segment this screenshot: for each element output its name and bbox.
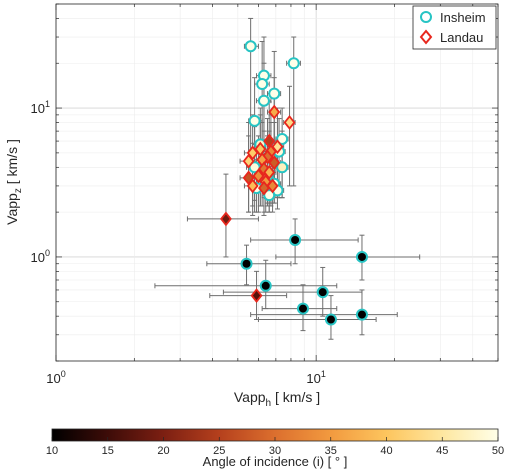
colorbar-label: Angle of incidence (i) [ ° ]: [203, 454, 348, 469]
data-points: [219, 40, 368, 326]
plot-frame: [55, 3, 499, 362]
landau-point: [266, 178, 279, 194]
landau-point: [258, 180, 270, 196]
x-axis-label-unit: [ km/s ]: [271, 389, 320, 405]
legend-insheim-label: Insheim: [440, 10, 486, 25]
x-tick-label: 100: [46, 369, 65, 386]
colorbar-tick-label: 10: [46, 445, 58, 457]
landau-point: [263, 164, 276, 180]
insheim-point: [257, 94, 270, 107]
colorbar-tick-label: 35: [325, 445, 337, 457]
legend-landau-marker: [419, 29, 433, 45]
y-axis-label-unit: [ km/s ]: [4, 139, 20, 188]
colorbar-tick-label: 20: [157, 445, 169, 457]
colorbar-tick-label: 25: [213, 445, 225, 457]
insheim-point: [256, 78, 269, 91]
insheim-point: [289, 233, 302, 246]
y-tick-label-base: 10: [31, 250, 45, 265]
landau-point: [246, 178, 259, 194]
insheim-point: [248, 114, 261, 127]
x-tick-label-base: 10: [46, 371, 60, 386]
x-tick-label-exp: 0: [61, 369, 66, 379]
insheim-point: [355, 308, 368, 321]
insheim-point: [316, 286, 329, 299]
landau-point: [252, 168, 265, 184]
landau-point: [283, 115, 296, 130]
landau-point: [242, 153, 255, 169]
colorbar-tick-label: 45: [436, 445, 448, 457]
colorbar-tick-label: 15: [102, 445, 114, 457]
colorbar-tick-label: 30: [269, 445, 281, 457]
insheim-point: [276, 161, 289, 174]
y-tick-label: 100: [31, 248, 50, 265]
y-axis-label-main: Vapp: [4, 193, 20, 225]
y-tick-label-base: 10: [31, 101, 45, 116]
insheim-point: [268, 87, 281, 100]
x-tick-label: 101: [306, 369, 325, 386]
y-axis-label: Vappz [ km/s ]: [4, 139, 24, 225]
y-tick-label-exp: 1: [45, 99, 50, 109]
insheim-point: [259, 279, 272, 292]
insheim-point: [244, 40, 257, 53]
landau-point: [250, 288, 263, 304]
insheim-point: [240, 257, 253, 270]
insheim-point: [296, 302, 309, 315]
landau-point: [258, 161, 270, 177]
x-axis-label-sub: h: [266, 398, 272, 409]
colorbar-ticks: 10 15 20 25 30 35 40 45 50: [46, 437, 504, 457]
x-tick-label-base: 10: [306, 371, 320, 386]
y-tick-label: 101: [31, 99, 50, 116]
landau-point: [268, 104, 281, 120]
insheim-point: [276, 132, 289, 145]
legend-landau-label: Landau: [440, 30, 483, 45]
y-axis-label-sub: z: [13, 188, 24, 193]
insheim-point: [355, 250, 368, 263]
x-axis-label: Vapph [ km/s ]: [234, 389, 320, 409]
x-tick-label-exp: 1: [321, 369, 326, 379]
colorbar: 10 15 20 25 30 35 40 45 50 Angle of incidence (i…: [46, 428, 504, 469]
landau-point: [268, 155, 281, 171]
colorbar-tick-label: 50: [492, 445, 504, 457]
legend: Insheim Landau: [412, 5, 497, 50]
landau-point: [219, 211, 232, 227]
landau-point: [271, 139, 284, 155]
legend-insheim-marker: [420, 11, 432, 23]
insheim-point: [324, 313, 337, 326]
x-axis-label-main: Vapp: [234, 389, 266, 405]
y-tick-label-exp: 0: [45, 248, 50, 258]
insheim-point: [287, 57, 300, 70]
colorbar-tick-label: 40: [380, 445, 392, 457]
